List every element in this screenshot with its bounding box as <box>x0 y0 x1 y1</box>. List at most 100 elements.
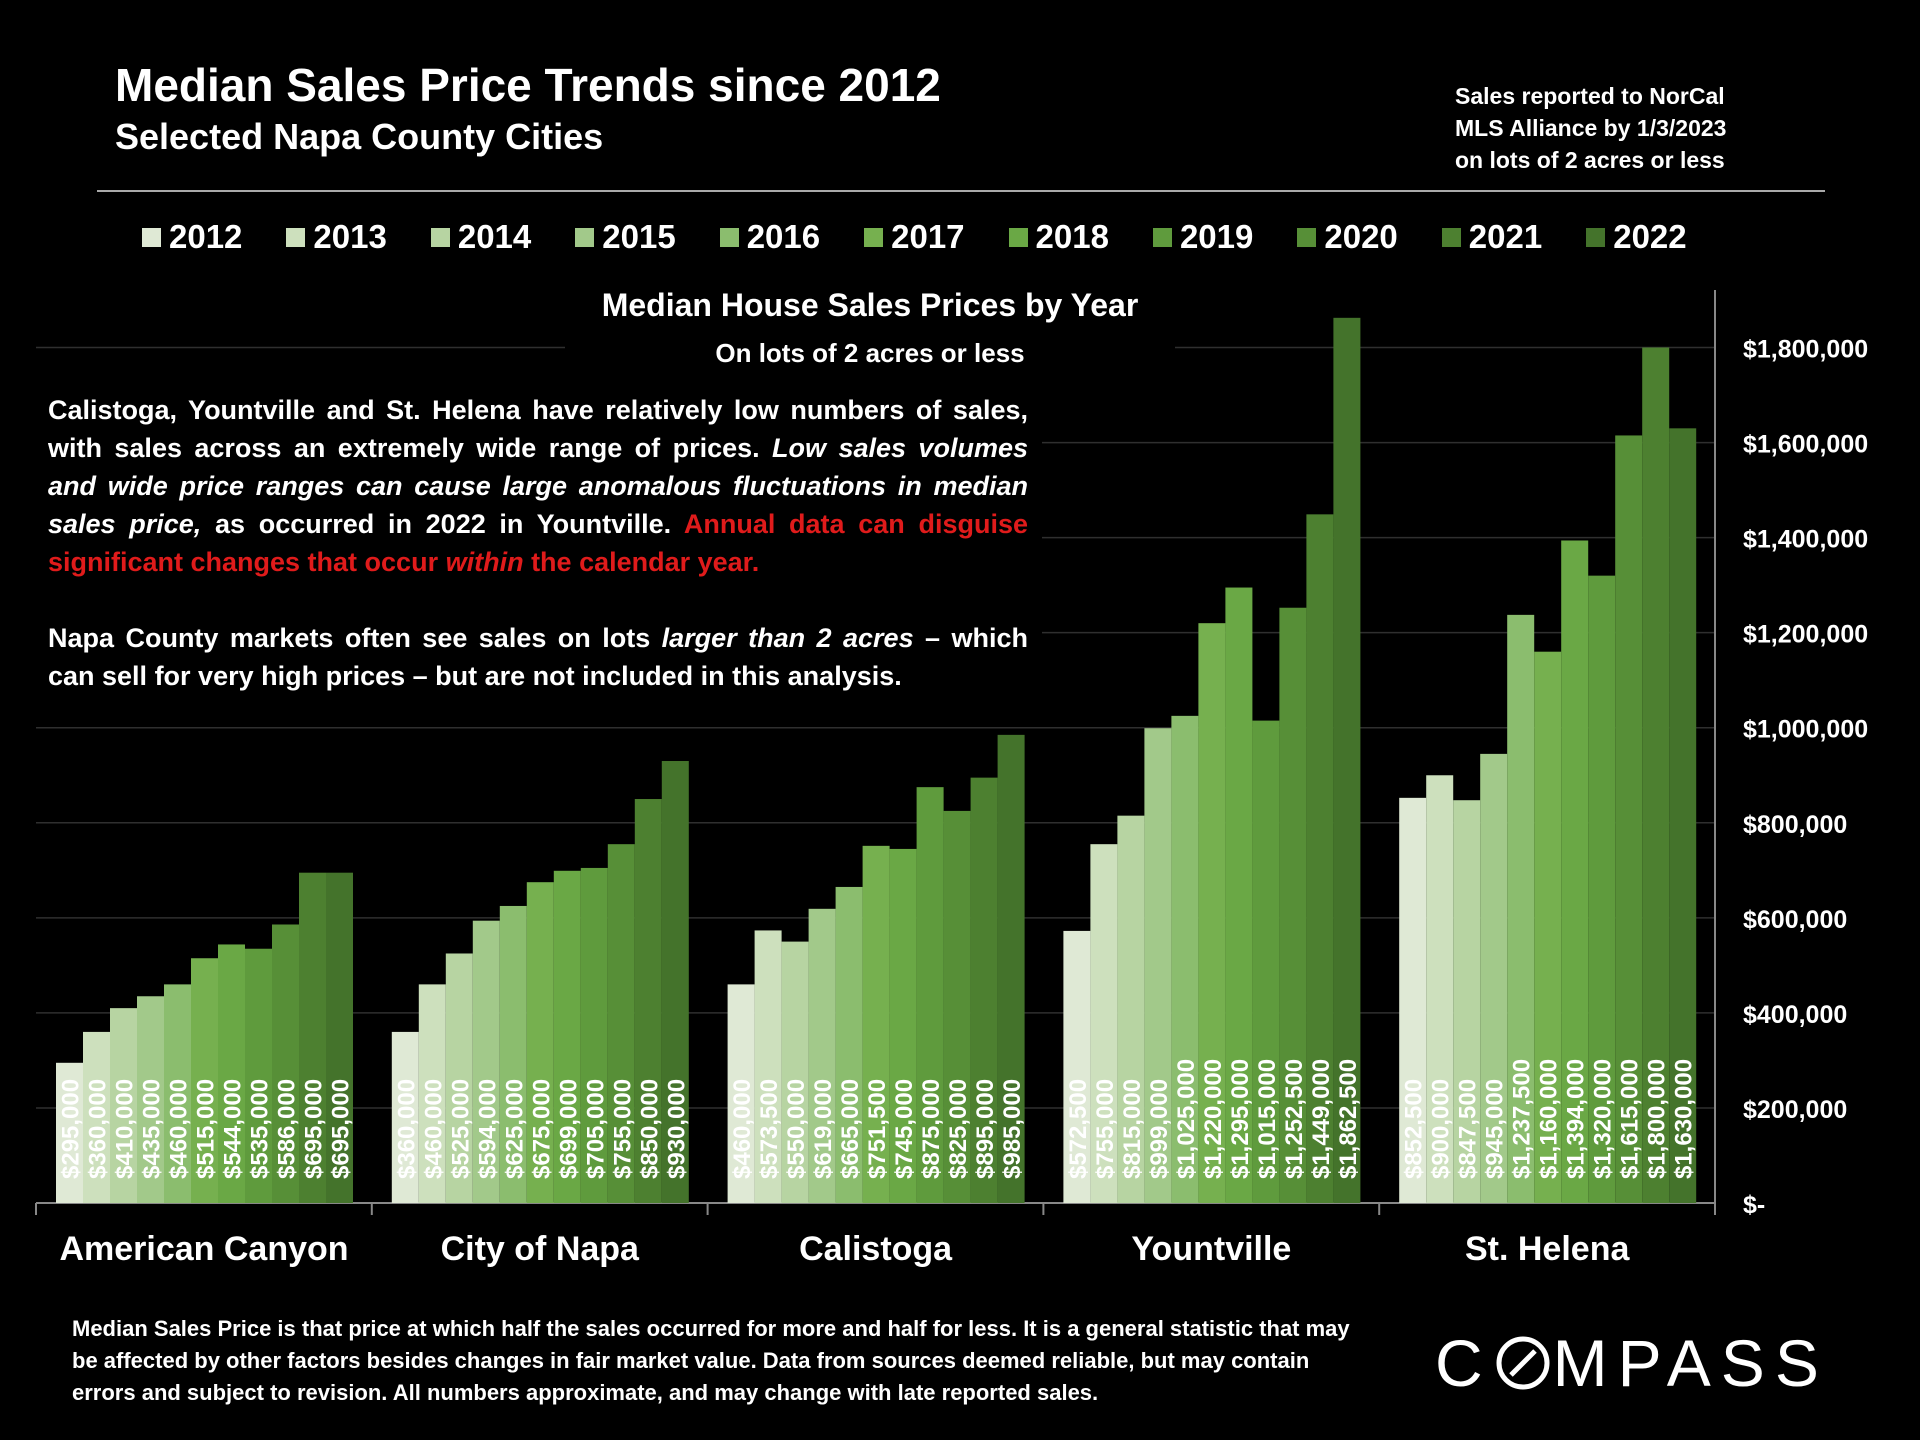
y-tick-label: $600,000 <box>1743 906 1847 934</box>
bar-value-label: $594,000 <box>474 1079 501 1179</box>
bar <box>607 844 635 1203</box>
bar <box>781 941 809 1203</box>
legend-label: 2019 <box>1179 218 1254 255</box>
compass-o-icon <box>1496 1336 1550 1390</box>
legend-item-2021: 2021 <box>1441 218 1543 256</box>
chart-legend: 2012 2013 2014 2015 2016 2017 2018 2019 2020 2021… <box>142 218 1687 256</box>
bar-value-label: $619,000 <box>810 1079 837 1179</box>
x-category-label: City of Napa <box>440 1230 639 1268</box>
x-category-label: Calistoga <box>799 1230 953 1268</box>
commentary-text: Calistoga, Yountville and St. Helena hav… <box>48 395 1028 463</box>
bar-value-label: $705,000 <box>582 1079 609 1179</box>
chart-title-box: Median House Sales Prices by Year On lot… <box>565 283 1175 373</box>
bar-value-label: $550,000 <box>783 1079 810 1179</box>
bar-value-label: $435,000 <box>139 1079 166 1179</box>
bar <box>1198 623 1226 1203</box>
y-tick-label: $1,800,000 <box>1743 336 1868 364</box>
bar-value-label: $745,000 <box>891 1079 918 1179</box>
bar-value-label: $573,500 <box>756 1079 783 1179</box>
legend-swatch <box>286 227 306 247</box>
bar-value-label: $410,000 <box>112 1079 139 1179</box>
bar-value-label: $930,000 <box>663 1079 690 1179</box>
bar-value-label: $999,000 <box>1146 1079 1173 1179</box>
y-tick-label: $- <box>1743 1191 1765 1219</box>
bar-value-label: $515,000 <box>193 1079 220 1179</box>
bar <box>245 948 272 1203</box>
bar <box>1225 587 1253 1203</box>
bar-value-label: $1,252,500 <box>1281 1059 1308 1179</box>
commentary-text: as occurred in 2022 in Yountville. <box>201 509 684 539</box>
bar-value-label: $1,320,000 <box>1590 1059 1617 1179</box>
legend-item-2014: 2014 <box>430 218 532 256</box>
legend-swatch <box>1297 227 1317 247</box>
legend-item-2012: 2012 <box>142 218 242 256</box>
bar <box>1306 514 1334 1203</box>
x-category-label: Yountville <box>1131 1230 1292 1268</box>
bar-value-label: $460,000 <box>420 1079 447 1179</box>
legend-label: 2022 <box>1613 218 1687 255</box>
legend-swatch <box>719 227 739 247</box>
chart-subtitle: On lots of 2 acres or less <box>715 338 1025 368</box>
bar-value-label: $1,862,500 <box>1335 1059 1362 1179</box>
bar-value-label: $755,000 <box>609 1079 636 1179</box>
bar <box>916 787 944 1203</box>
bar-value-label: $525,000 <box>447 1079 474 1179</box>
source-line: on lots of 2 acres or less <box>1455 147 1725 173</box>
legend-label: 2021 <box>1468 218 1543 255</box>
bar-value-label: $895,000 <box>972 1079 999 1179</box>
bar <box>661 761 689 1203</box>
commentary-italic: Low sales volumes and wide price ranges … <box>48 433 1028 539</box>
bar-value-label: $815,000 <box>1119 1079 1146 1179</box>
bar <box>110 1008 137 1203</box>
bar <box>1480 753 1508 1203</box>
bar <box>1507 614 1535 1203</box>
bar <box>580 867 608 1203</box>
commentary-italic: larger than 2 acres <box>661 623 914 653</box>
bar-value-label: $751,500 <box>864 1079 891 1179</box>
commentary-paragraph: Napa County markets often see sales on l… <box>48 619 1028 695</box>
y-tick-label: $1,200,000 <box>1743 621 1868 649</box>
legend-label: 2014 <box>457 218 532 255</box>
bar-value-label: $985,000 <box>999 1079 1026 1179</box>
bar-value-label: $460,000 <box>166 1079 193 1179</box>
legend-item-2017: 2017 <box>864 218 965 256</box>
bar <box>1669 428 1697 1203</box>
legend-label: 2013 <box>313 218 387 255</box>
bar-value-label: $1,295,000 <box>1227 1059 1254 1179</box>
bar-value-label: $360,000 <box>393 1079 420 1179</box>
bar <box>526 882 554 1203</box>
y-tick-label: $1,600,000 <box>1743 431 1868 459</box>
bar <box>1279 607 1307 1203</box>
bar <box>553 870 581 1203</box>
legend-item-2020: 2020 <box>1297 218 1398 256</box>
commentary-warning-italic: within <box>445 547 524 577</box>
y-tick-label: $800,000 <box>1743 811 1847 839</box>
bar-value-label: $695,000 <box>301 1079 328 1179</box>
bar <box>997 734 1025 1203</box>
legend-swatch <box>1008 227 1028 247</box>
bar <box>83 1031 110 1203</box>
bar-value-label: $1,449,000 <box>1308 1059 1335 1179</box>
y-tick-label: $1,000,000 <box>1743 716 1868 744</box>
compass-logo: C MPASS <box>1435 1325 1829 1401</box>
legend-swatch <box>1441 227 1461 247</box>
y-tick-label: $400,000 <box>1743 1001 1847 1029</box>
logo-text-right: MPASS <box>1552 1326 1829 1400</box>
bar-value-label: $1,015,000 <box>1254 1059 1281 1179</box>
bar <box>499 905 527 1203</box>
legend-swatch <box>864 227 884 247</box>
bar <box>970 777 998 1203</box>
bar-value-label: $755,000 <box>1092 1079 1119 1179</box>
legend-item-2018: 2018 <box>1008 218 1109 256</box>
commentary-paragraph: Calistoga, Yountville and St. Helena hav… <box>48 391 1028 581</box>
bar <box>472 920 500 1203</box>
bar <box>862 845 890 1203</box>
source-note: Sales reported to NorCal MLS Alliance by… <box>1455 80 1815 176</box>
bar <box>1453 800 1481 1203</box>
bar-value-label: $625,000 <box>501 1079 528 1179</box>
bar <box>1063 930 1091 1203</box>
bar-value-label: $544,000 <box>220 1079 247 1179</box>
source-line: Sales reported to NorCal <box>1455 83 1725 109</box>
bar-value-label: $825,000 <box>945 1079 972 1179</box>
